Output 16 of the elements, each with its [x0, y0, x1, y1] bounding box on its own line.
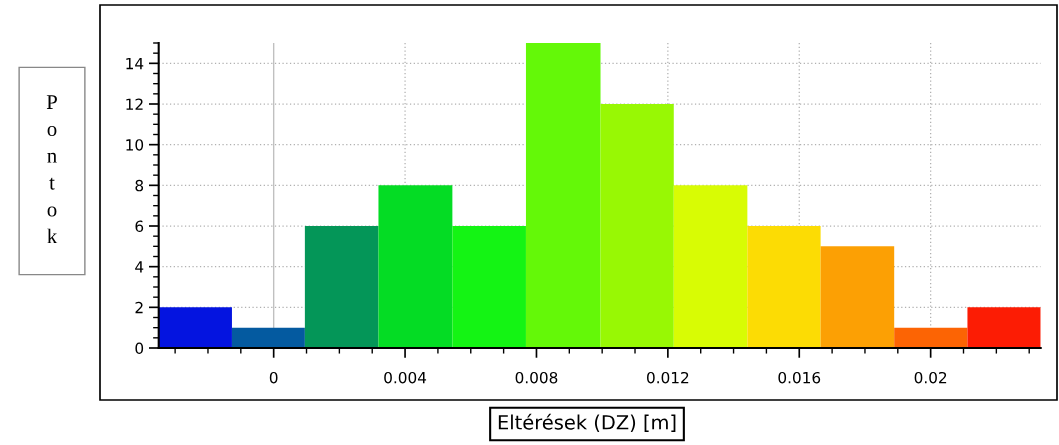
y-tick-label: 12: [126, 98, 143, 110]
y-tick-label: 4: [135, 261, 144, 273]
x-tick-label: 0: [269, 371, 278, 384]
y-tick-label: 10: [126, 139, 144, 151]
y-axis-title: Pontok: [46, 95, 58, 244]
x-tick-label: 0.004: [384, 371, 427, 384]
y-tick-label: 2: [135, 301, 143, 314]
y-tick-label: 8: [135, 179, 144, 192]
y-tick-label: 6: [135, 220, 144, 233]
x-tick-label: 0.016: [778, 371, 821, 384]
x-axis-title: Eltérések (DZ) [m]: [498, 413, 676, 432]
x-tick-label: 0.012: [647, 371, 689, 384]
x-tick-label: 0.008: [515, 371, 558, 384]
y-tick-label: 0: [135, 342, 144, 355]
y-tick-label: 14: [126, 58, 144, 70]
x-tick-label: 0.02: [914, 371, 947, 384]
